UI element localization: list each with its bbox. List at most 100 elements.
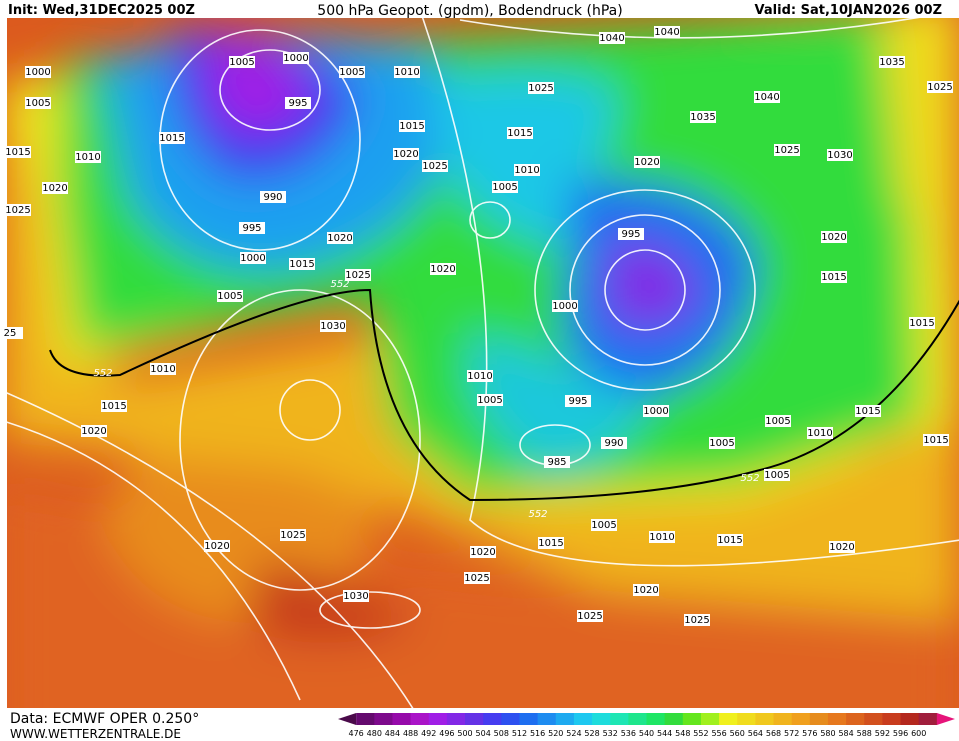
colorbar-label: 576 bbox=[802, 729, 817, 738]
colorbar-swatch bbox=[428, 713, 448, 725]
label-bg bbox=[634, 156, 660, 168]
isobar-label: 25 bbox=[4, 328, 17, 339]
isobar-label: 1025 bbox=[280, 530, 305, 541]
colorbar-label: 476 bbox=[349, 729, 364, 738]
label-bg bbox=[538, 537, 564, 549]
isobar-label: 1035 bbox=[690, 112, 715, 123]
label-bg bbox=[327, 232, 353, 244]
label-bg bbox=[544, 456, 570, 468]
label-bg bbox=[690, 111, 716, 123]
label-bg bbox=[477, 394, 503, 406]
isobar-label: 1025 bbox=[528, 83, 553, 94]
colorbar-label: 520 bbox=[548, 729, 563, 738]
label-bg bbox=[855, 405, 881, 417]
colorbar-label: 528 bbox=[584, 729, 599, 738]
colorbar-swatch bbox=[537, 713, 557, 725]
isobar-label: 1015 bbox=[717, 535, 742, 546]
colorbar-swatch bbox=[791, 713, 811, 725]
isobar-label: 995 bbox=[288, 98, 307, 109]
isobar-label: 1005 bbox=[477, 395, 502, 406]
isobar-label: 1000 bbox=[25, 67, 50, 78]
label-bg bbox=[552, 300, 578, 312]
label-bg bbox=[528, 82, 554, 94]
label-bg bbox=[717, 534, 743, 546]
label-bg bbox=[754, 91, 780, 103]
isobar-label: 1025 bbox=[464, 573, 489, 584]
label-bg bbox=[229, 56, 255, 68]
isobar-label: 1025 bbox=[684, 615, 709, 626]
colorbar-swatch bbox=[483, 713, 502, 725]
colorbar-label: 580 bbox=[820, 729, 835, 738]
label-bg bbox=[654, 26, 680, 38]
isobar-label: 1005 bbox=[229, 57, 254, 68]
isobar-label: 1025 bbox=[345, 270, 370, 281]
colorbar-swatch bbox=[392, 713, 412, 725]
colorbar-label: 484 bbox=[385, 729, 400, 738]
label-bg bbox=[927, 81, 953, 93]
data-source: Data: ECMWF OPER 0.250° bbox=[10, 711, 199, 727]
isobar-label: 1015 bbox=[538, 538, 563, 549]
colorbar-swatch bbox=[737, 713, 756, 725]
isobar-label: 1010 bbox=[649, 532, 674, 543]
isobar-label: 1005 bbox=[25, 98, 50, 109]
label-bg bbox=[42, 182, 68, 194]
colorbar-label: 508 bbox=[494, 729, 509, 738]
isobar-label: 1005 bbox=[339, 67, 364, 78]
label-bg bbox=[649, 531, 675, 543]
colorbar-arrow bbox=[338, 713, 357, 725]
colorbar-swatch bbox=[719, 713, 738, 725]
label-bg bbox=[25, 97, 51, 109]
colorbar-label: 592 bbox=[875, 729, 890, 738]
colorbar-label: 496 bbox=[439, 729, 454, 738]
isobar-label: 1000 bbox=[240, 253, 265, 264]
colorbar-swatch bbox=[501, 713, 520, 725]
label-bg bbox=[601, 437, 627, 449]
colorbar-swatch bbox=[864, 713, 883, 725]
colorbar-label: 584 bbox=[838, 729, 853, 738]
isobar-label: 1025 bbox=[927, 82, 952, 93]
label-bg bbox=[339, 66, 365, 78]
isobar-label: 1000 bbox=[283, 53, 308, 64]
colorbar-label: 516 bbox=[530, 729, 545, 738]
isobar-label: 1030 bbox=[320, 321, 345, 332]
label-bg bbox=[514, 164, 540, 176]
label-bg bbox=[320, 320, 346, 332]
colorbar-swatch bbox=[882, 713, 902, 725]
colorbar-label: 504 bbox=[476, 729, 491, 738]
isobar-label: 1020 bbox=[633, 585, 658, 596]
isobar-label: 1015 bbox=[399, 121, 424, 132]
colorbar-swatch bbox=[519, 713, 539, 725]
label-bg bbox=[909, 317, 935, 329]
label-bg bbox=[399, 120, 425, 132]
label-bg bbox=[430, 263, 456, 275]
label-bg bbox=[829, 541, 855, 553]
isobar-label: 1015 bbox=[821, 272, 846, 283]
isobar-label: 1015 bbox=[101, 401, 126, 412]
colorbar-label: 480 bbox=[367, 729, 382, 738]
isobar-label: 1005 bbox=[591, 520, 616, 531]
isobar-label: 1015 bbox=[855, 406, 880, 417]
label-bg bbox=[240, 252, 266, 264]
isobar-label: 1025 bbox=[774, 145, 799, 156]
label-bg bbox=[5, 204, 31, 216]
colorbar-swatch bbox=[918, 713, 938, 725]
colorbar-label: 556 bbox=[711, 729, 726, 738]
colorbar-swatch bbox=[628, 713, 647, 725]
label-bg bbox=[345, 269, 371, 281]
label-bg bbox=[0, 327, 23, 339]
colorbar-label: 560 bbox=[730, 729, 745, 738]
isobar-label: 990 bbox=[604, 438, 623, 449]
colorbar-swatch bbox=[809, 713, 829, 725]
colorbar-label: 564 bbox=[748, 729, 763, 738]
isobar-label: 1005 bbox=[764, 470, 789, 481]
isobar-label: 1015 bbox=[923, 435, 948, 446]
isobar-label: 995 bbox=[568, 396, 587, 407]
label-bg bbox=[821, 231, 847, 243]
label-bg bbox=[807, 427, 833, 439]
colorbar-label: 500 bbox=[457, 729, 472, 738]
isobar-label: 1040 bbox=[654, 27, 679, 38]
label-bg bbox=[764, 469, 790, 481]
isobar-label: 1030 bbox=[827, 150, 852, 161]
isobar-label: 990 bbox=[263, 192, 282, 203]
